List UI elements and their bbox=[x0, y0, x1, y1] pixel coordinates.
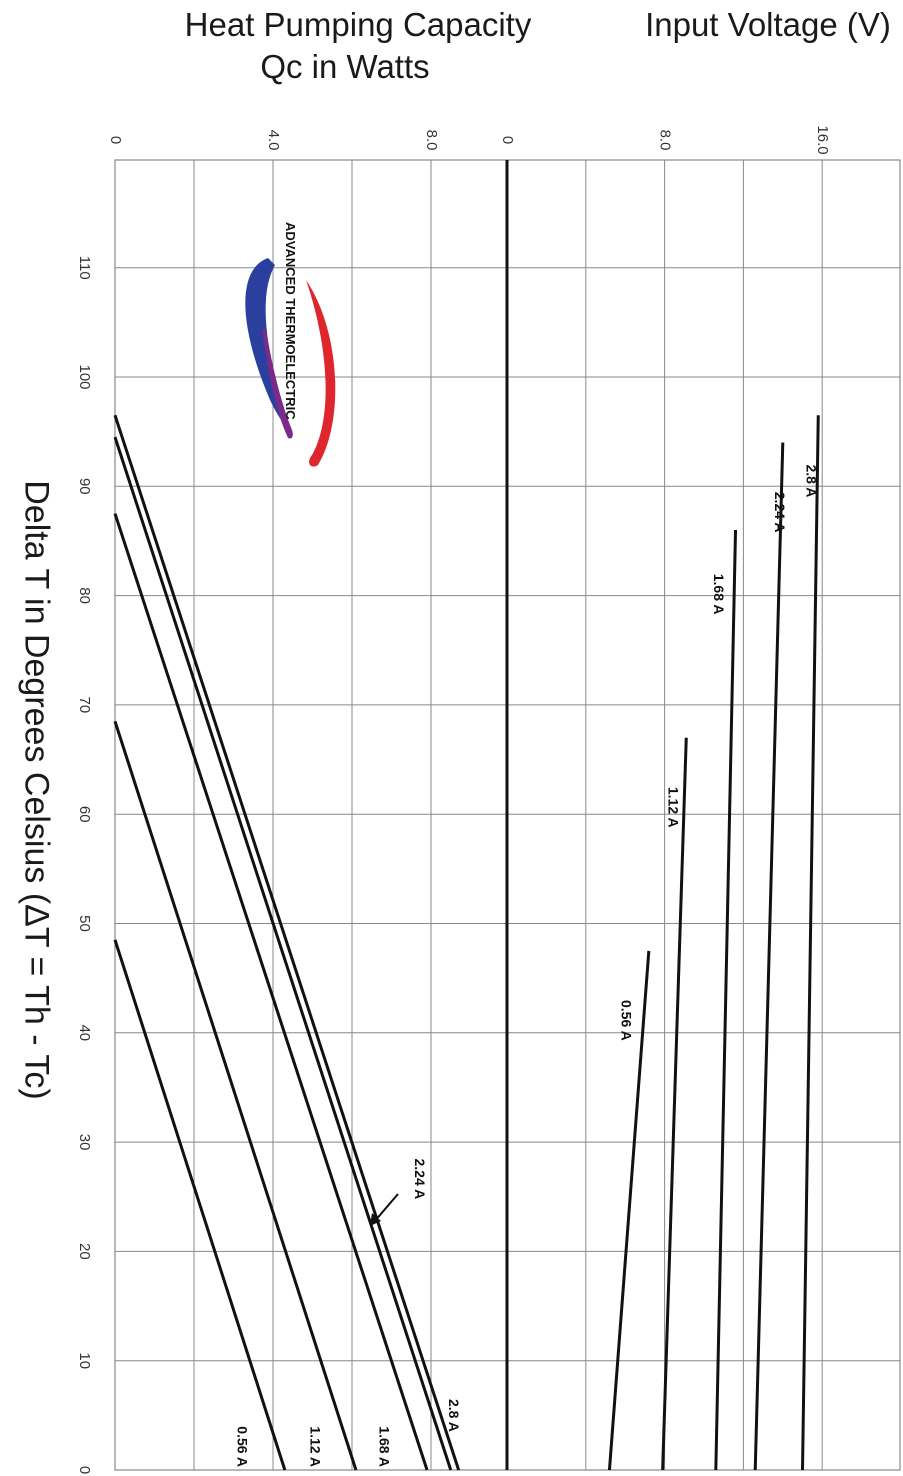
voltage-label-0: 0.56 A bbox=[618, 1000, 634, 1041]
logo-swoosh-red bbox=[306, 280, 336, 467]
tick-label-deltaT-70: 70 bbox=[76, 697, 93, 714]
tick-label-voltage-1: 8.0 bbox=[657, 130, 674, 151]
voltage-line-4 bbox=[801, 415, 820, 1471]
chart-title-capacity-line2: Qc in Watts bbox=[260, 48, 430, 85]
label-pointer-arrowhead bbox=[370, 1213, 381, 1226]
capacity-label-1: 1.12 A bbox=[308, 1426, 324, 1467]
capacity-line-3 bbox=[113, 436, 453, 1471]
tick-label-deltaT-0: 0 bbox=[76, 1466, 93, 1474]
tick-label-voltage-0: 0 bbox=[499, 136, 516, 144]
capacity-line-0 bbox=[113, 939, 287, 1471]
voltage-line-0 bbox=[607, 950, 651, 1471]
voltage-line-3 bbox=[753, 442, 785, 1471]
gridlines bbox=[114, 159, 901, 1471]
capacity-line-2 bbox=[113, 513, 429, 1471]
voltage-line-2 bbox=[714, 529, 738, 1471]
voltage-label-2: 1.68 A bbox=[711, 574, 727, 615]
tick-label-capacity-1: 4.0 bbox=[265, 130, 282, 151]
tick-label-deltaT-60: 60 bbox=[76, 806, 93, 823]
tick-label-capacity-0: 0 bbox=[107, 136, 124, 144]
tick-label-deltaT-40: 40 bbox=[76, 1024, 93, 1041]
chart-title-voltage: Input Voltage (V) bbox=[645, 6, 891, 43]
series-labels: 0.56 A 1.12 A 1.68 A 2.8 A 2.24 A 0.56 A 1.12 … bbox=[234, 464, 819, 1467]
tick-label-deltaT-90: 90 bbox=[76, 478, 93, 495]
logo-swoosh-purple bbox=[262, 330, 293, 439]
tick-label-deltaT-20: 20 bbox=[76, 1243, 93, 1260]
voltage-line-1 bbox=[661, 737, 688, 1471]
voltage-label-3: 2.24 A bbox=[772, 492, 788, 533]
tick-label-deltaT-30: 30 bbox=[76, 1134, 93, 1151]
chart-title-capacity-line1: Heat Pumping Capacity bbox=[184, 6, 532, 43]
tick-label-capacity-2: 8.0 bbox=[423, 130, 440, 151]
tick-label-deltaT-10: 10 bbox=[76, 1352, 93, 1369]
capacity-line-4 bbox=[113, 414, 461, 1471]
capacity-label-0: 0.56 A bbox=[234, 1426, 250, 1467]
company-logo: ADVANCED THERMOELECTRIC bbox=[245, 222, 336, 467]
series-lines bbox=[113, 414, 820, 1471]
voltage-label-1: 1.12 A bbox=[666, 787, 682, 828]
capacity-label-4: 2.24 A bbox=[412, 1158, 428, 1199]
tick-label-deltaT-100: 100 bbox=[76, 364, 93, 389]
tick-labels: 0 10 20 30 40 50 60 70 80 90 100 110 0 4.0 8.0 0 8.0 16.0 bbox=[76, 125, 831, 1474]
label-pointer-arrow bbox=[373, 1193, 399, 1223]
capacity-label-3: 2.8 A bbox=[446, 1399, 462, 1432]
voltage-label-4: 2.8 A bbox=[803, 464, 819, 497]
capacity-line-1 bbox=[113, 720, 358, 1471]
tick-label-deltaT-50: 50 bbox=[76, 915, 93, 932]
logo-text: ADVANCED THERMOELECTRIC bbox=[283, 222, 298, 420]
tick-label-voltage-2: 16.0 bbox=[814, 125, 831, 154]
tick-label-deltaT-110: 110 bbox=[76, 256, 93, 280]
capacity-label-2: 1.68 A bbox=[377, 1426, 393, 1467]
tick-label-deltaT-80: 80 bbox=[76, 587, 93, 604]
